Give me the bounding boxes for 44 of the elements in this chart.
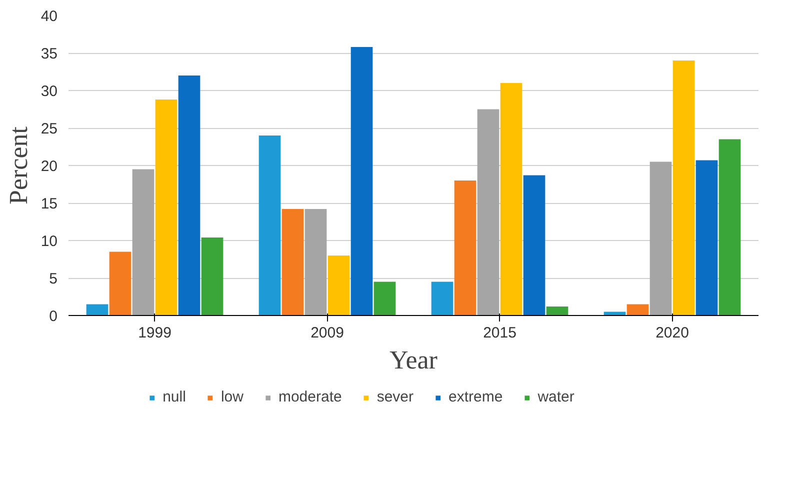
y-tick-label: 15 xyxy=(40,196,58,212)
bar xyxy=(132,169,154,316)
bar xyxy=(696,160,718,316)
y-tick-label: 0 xyxy=(49,308,58,325)
legend-label: moderate xyxy=(278,388,342,406)
legend-label: sever xyxy=(376,388,414,406)
bar xyxy=(454,180,476,316)
bar xyxy=(86,304,108,316)
bar xyxy=(350,47,373,316)
x-tick-label: 2015 xyxy=(483,324,516,342)
y-tick-label: 40 xyxy=(40,8,58,25)
bar xyxy=(374,282,396,316)
y-tick-label: 20 xyxy=(40,158,58,175)
bar xyxy=(109,252,132,316)
y-tick-label: 35 xyxy=(40,46,58,62)
bar xyxy=(304,209,327,316)
bar xyxy=(546,306,568,316)
bar xyxy=(500,83,522,316)
x-axis-title: Year xyxy=(390,346,438,374)
y-tick-label: 10 xyxy=(40,233,58,250)
legend-label: water xyxy=(538,388,574,406)
y-tick-label: 25 xyxy=(40,120,58,138)
x-tick-label: 2020 xyxy=(656,324,689,342)
bar xyxy=(201,238,224,316)
legend-label: low xyxy=(220,388,244,406)
bar xyxy=(328,256,350,316)
x-tick-label: 2009 xyxy=(310,324,344,342)
bar xyxy=(650,162,672,316)
bar xyxy=(523,175,546,316)
x-tick-label: 1999 xyxy=(138,324,172,342)
bar xyxy=(431,282,454,316)
y-tick-label: 30 xyxy=(40,83,58,100)
bar xyxy=(178,76,200,316)
bar xyxy=(258,136,281,316)
bar xyxy=(626,304,649,316)
bar xyxy=(672,60,695,316)
y-axis-title: Percent xyxy=(4,126,33,204)
y-tick-label: 5 xyxy=(49,270,58,288)
legend-label: null xyxy=(162,388,186,406)
legend-label: extreme xyxy=(448,388,503,406)
bar xyxy=(282,209,304,316)
bar xyxy=(477,109,500,316)
bar xyxy=(718,139,741,316)
bar xyxy=(155,100,178,316)
